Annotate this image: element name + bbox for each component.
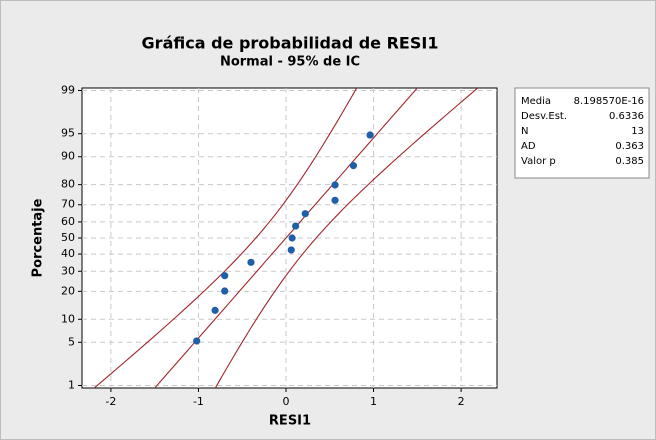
- data-point: [211, 306, 219, 314]
- data-point: [193, 337, 201, 345]
- x-tick-label: 2: [458, 395, 465, 408]
- data-point: [349, 162, 358, 170]
- y-tick-label: 20: [61, 284, 75, 297]
- y-tick-label: 10: [61, 312, 75, 325]
- data-point: [287, 246, 295, 254]
- stat-value: 0.363: [615, 141, 644, 152]
- stat-label: Desv.Est.: [521, 111, 567, 122]
- data-point: [366, 131, 374, 139]
- data-point: [292, 222, 300, 230]
- y-tick-label: 70: [61, 198, 75, 211]
- y-axis-label: Porcentaje: [31, 198, 46, 277]
- x-axis-label: RESI1: [269, 414, 311, 429]
- data-point: [221, 272, 229, 280]
- x-tick-label: 1: [370, 395, 377, 408]
- y-tick-label: 95: [61, 127, 75, 140]
- data-point: [301, 210, 309, 218]
- stat-value: 0.6336: [609, 111, 644, 122]
- y-tick-label: 90: [61, 150, 75, 163]
- y-tick-label: 40: [61, 247, 75, 260]
- stat-value: 8.198570E-16: [574, 96, 644, 107]
- fit-lines: [93, 88, 479, 388]
- data-point: [331, 196, 339, 204]
- stat-label: Media: [521, 96, 551, 107]
- data-point: [247, 258, 255, 266]
- chart-subtitle: Normal - 95% de IC: [220, 55, 360, 70]
- ci-lower: [93, 88, 358, 388]
- y-tick-label: 1: [68, 379, 75, 392]
- stat-value: 13: [631, 126, 644, 137]
- y-tick-label: 80: [61, 178, 75, 191]
- stat-label: N: [521, 126, 528, 137]
- data-point: [221, 287, 229, 295]
- y-tick-label: 99: [61, 83, 75, 96]
- data-point: [288, 234, 296, 242]
- stats-box: [514, 87, 650, 179]
- stat-label: Valor p: [521, 156, 556, 167]
- x-tick-label: -1: [193, 395, 204, 408]
- chart-title: Gráfica de probabilidad de RESI1: [142, 34, 439, 53]
- x-tick-label: 0: [282, 395, 289, 408]
- y-tick-label: 50: [61, 231, 75, 244]
- y-tick-label: 5: [68, 335, 75, 348]
- ci-upper: [214, 88, 479, 388]
- data-point: [331, 181, 339, 189]
- y-tick-label: 60: [61, 215, 75, 228]
- stat-label: AD: [521, 141, 536, 152]
- y-tick-label: 30: [61, 264, 75, 277]
- stat-value: 0.385: [615, 156, 644, 167]
- fit-line: [154, 88, 418, 388]
- x-tick-label: -2: [105, 395, 116, 408]
